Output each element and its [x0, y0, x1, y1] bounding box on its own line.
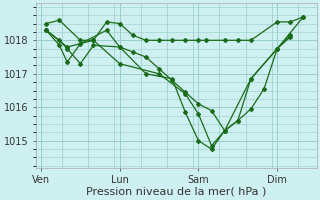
- X-axis label: Pression niveau de la mer( hPa ): Pression niveau de la mer( hPa ): [86, 187, 266, 197]
